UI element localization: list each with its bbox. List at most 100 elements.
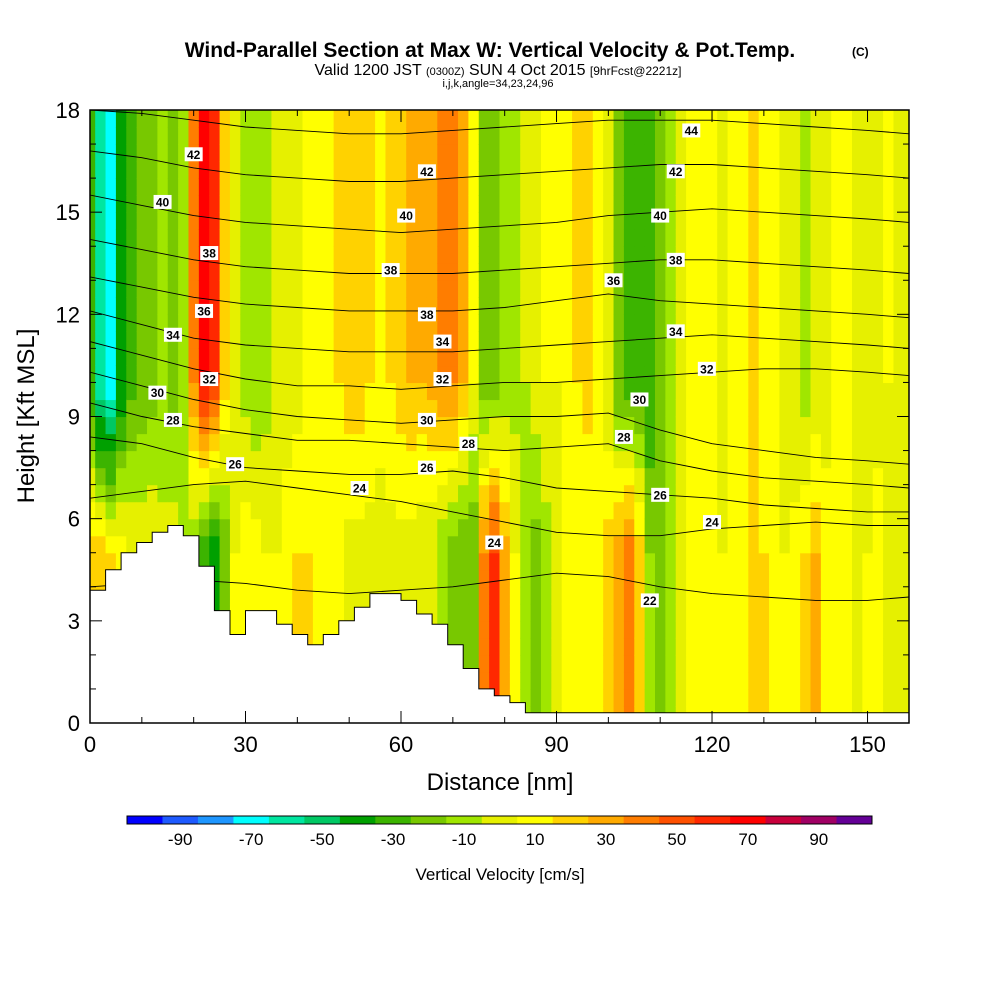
w-cell	[831, 586, 843, 605]
w-cell	[178, 450, 190, 469]
w-cell	[561, 501, 573, 520]
w-cell	[292, 382, 304, 401]
w-cell	[883, 569, 895, 588]
w-cell	[458, 552, 469, 571]
w-cell	[312, 484, 324, 503]
w-cell	[105, 331, 117, 349]
w-cell	[292, 467, 304, 486]
w-cell	[447, 246, 459, 264]
w-cell	[655, 569, 666, 588]
w-cell	[862, 246, 874, 264]
y-tick-label: 15	[56, 200, 80, 225]
w-cell	[623, 229, 635, 247]
w-cell	[312, 467, 324, 486]
w-cell	[395, 467, 407, 486]
w-cell	[727, 450, 739, 469]
w-cell	[447, 620, 459, 639]
w-cell	[167, 365, 179, 384]
w-cell	[478, 144, 490, 162]
w-cell	[540, 535, 552, 554]
w-cell	[395, 484, 407, 503]
w-cell	[167, 110, 179, 128]
contour-label-box	[433, 334, 452, 349]
colorbar-swatch	[588, 816, 625, 824]
w-cell	[468, 501, 480, 520]
w-cell	[769, 127, 781, 145]
w-cell	[509, 450, 521, 469]
subtitle-valid: Valid 1200 JST	[315, 62, 423, 79]
w-cell	[375, 314, 387, 332]
w-cell	[333, 586, 345, 605]
w-cell	[292, 297, 304, 315]
w-cell	[354, 501, 366, 520]
w-cell	[271, 433, 283, 452]
w-cell	[198, 399, 210, 418]
w-cell	[623, 535, 635, 554]
w-cell	[395, 331, 407, 349]
w-cell	[520, 671, 532, 690]
w-cell	[509, 654, 521, 673]
w-cell	[613, 501, 625, 520]
w-cell	[157, 144, 169, 162]
w-cell	[489, 569, 501, 588]
w-cell	[406, 501, 418, 520]
w-cell	[406, 331, 418, 349]
w-cell	[789, 365, 801, 384]
w-cell	[551, 314, 563, 332]
w-cell	[115, 450, 127, 469]
w-cell	[364, 161, 376, 179]
w-cell	[530, 637, 542, 656]
w-cell	[551, 654, 563, 673]
colorbar-swatch	[339, 816, 376, 824]
w-cell	[686, 263, 698, 281]
w-cell	[675, 671, 687, 690]
w-cell	[800, 195, 812, 213]
w-cell	[520, 144, 532, 162]
w-cell	[447, 433, 459, 452]
w-cell	[706, 416, 718, 435]
w-cell	[831, 552, 843, 571]
w-cell	[468, 280, 480, 298]
w-cell	[489, 450, 501, 469]
w-cell	[592, 535, 604, 554]
w-cell	[261, 399, 273, 418]
w-cell	[312, 416, 324, 435]
w-cell	[841, 467, 853, 486]
w-cell	[758, 110, 770, 128]
w-cell	[810, 263, 822, 281]
w-cell	[737, 603, 749, 622]
w-cell	[810, 501, 822, 520]
w-cell	[810, 246, 822, 264]
w-cell	[323, 569, 335, 588]
w-cell	[893, 433, 905, 452]
w-cell	[592, 671, 604, 690]
w-cell	[903, 110, 909, 128]
w-cell	[115, 212, 127, 230]
w-cell	[406, 144, 418, 162]
w-cell	[530, 654, 542, 673]
w-cell	[530, 620, 542, 639]
w-cell	[385, 552, 397, 571]
w-cell	[489, 654, 501, 673]
w-cell	[147, 416, 158, 435]
w-cell	[748, 365, 760, 384]
w-cell	[551, 484, 563, 503]
w-cell	[851, 416, 863, 435]
w-cell	[675, 331, 687, 349]
w-cell	[437, 229, 449, 247]
w-cell	[665, 535, 677, 554]
w-cell	[841, 433, 853, 452]
contour-label: 44	[685, 124, 699, 138]
w-cell	[426, 212, 438, 230]
w-cell	[717, 229, 729, 247]
w-cell	[406, 569, 418, 588]
w-cell	[489, 280, 501, 298]
w-cell	[644, 212, 656, 230]
w-cell	[592, 229, 604, 247]
w-cell	[758, 314, 770, 332]
w-cell	[240, 178, 252, 196]
w-cell	[872, 535, 884, 554]
w-cell	[872, 297, 884, 315]
w-cell	[90, 416, 96, 435]
w-cell	[520, 331, 532, 349]
